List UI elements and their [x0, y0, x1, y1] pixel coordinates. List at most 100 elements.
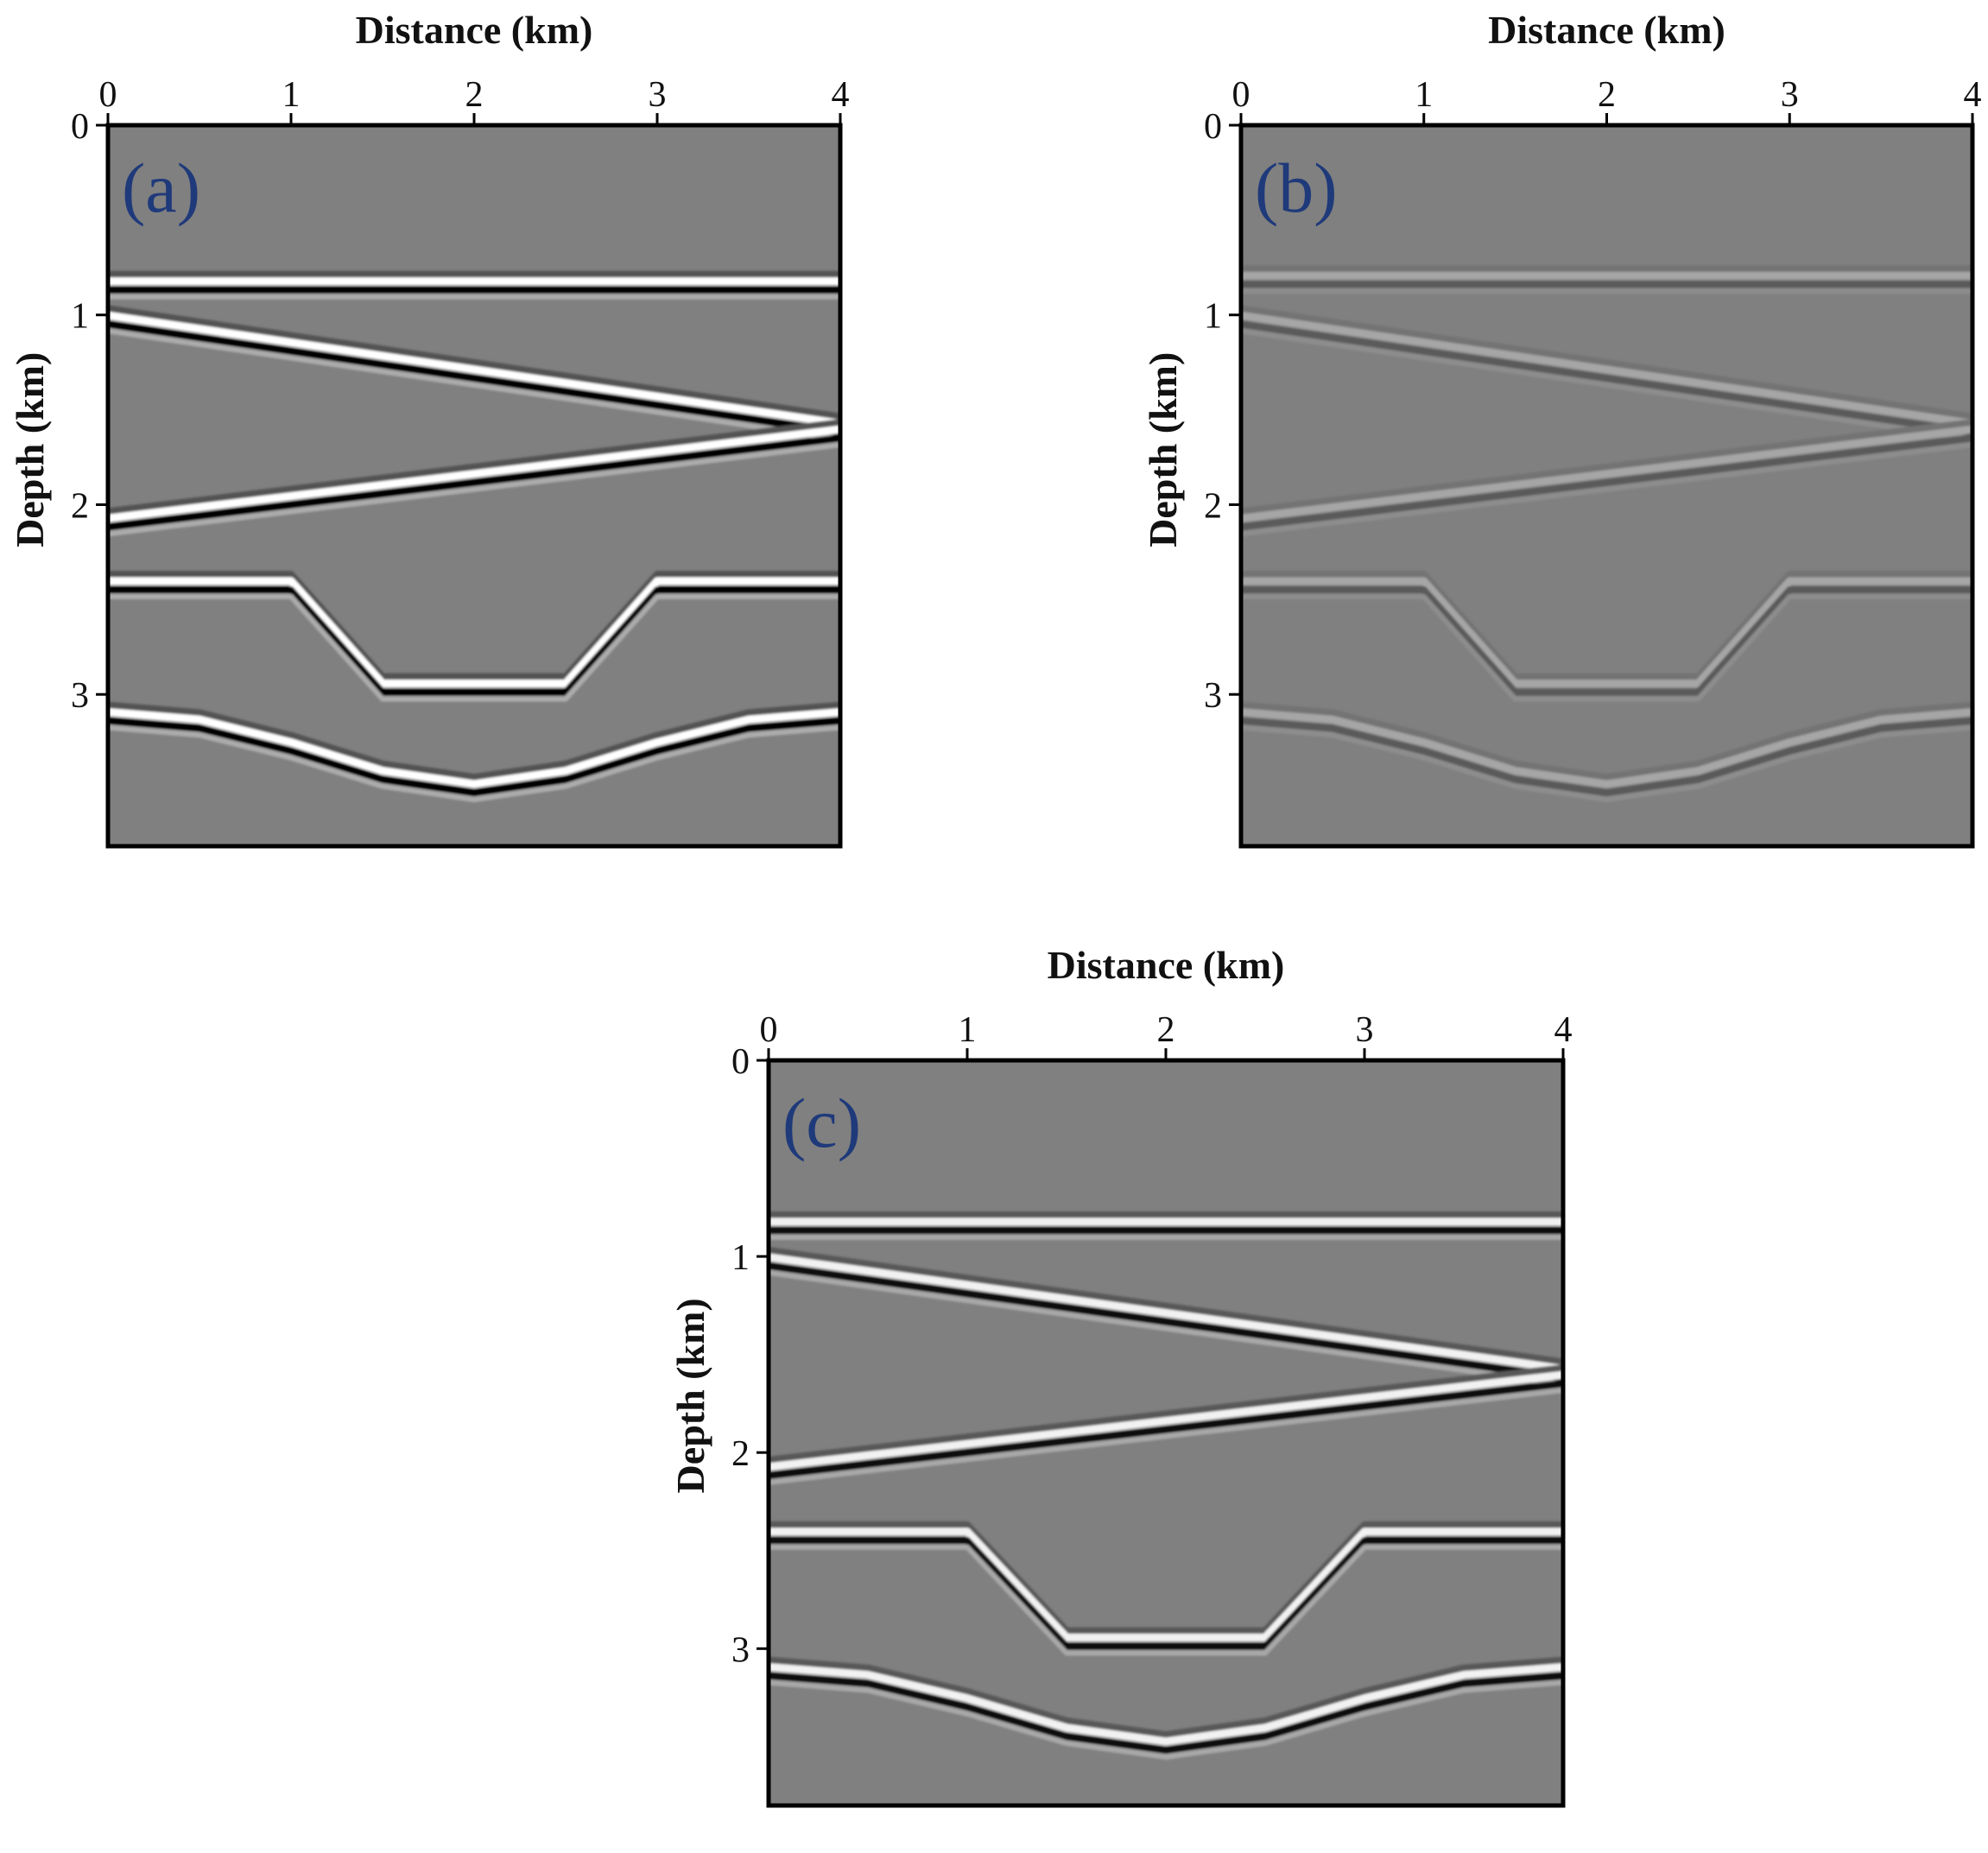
- reflector-dipping-2: [108, 419, 840, 537]
- reflector-wavelet-lobe: [769, 1536, 1563, 1650]
- x-axis-title: Distance (km): [1048, 943, 1285, 987]
- reflector-group: [769, 1211, 1563, 1760]
- reflector-wavelet-lobe: [769, 1672, 1563, 1754]
- panel-label: (a): [122, 149, 200, 227]
- panel-label: (b): [1255, 149, 1338, 227]
- reflector-wavelet-lobe: [1241, 311, 1972, 428]
- reflector-wavelet-lobe: [1241, 320, 1972, 436]
- x-tick-label: 2: [1598, 75, 1616, 115]
- x-tick-label: 1: [1415, 75, 1433, 115]
- reflector-wavelet-lobe: [1241, 305, 1972, 421]
- y-tick-label: 3: [1204, 676, 1222, 716]
- reflector-wavelet-lobe: [108, 419, 840, 515]
- reflector-graben-3: [108, 571, 840, 702]
- reflector-group: [1241, 265, 1972, 803]
- reflector-wavelet-lobe: [1241, 586, 1972, 696]
- x-tick-label: 3: [1356, 1010, 1374, 1050]
- reflector-syncline-4: [769, 1656, 1563, 1760]
- reflector-wavelet-lobe: [108, 311, 840, 428]
- reflector-wavelet-lobe: [1241, 708, 1972, 788]
- x-tick-label: 1: [282, 75, 301, 115]
- y-axis-title: Depth (km): [8, 352, 52, 547]
- reflector-flat-0: [769, 1211, 1563, 1240]
- reflector-dipping-1: [769, 1246, 1563, 1388]
- reflector-wavelet-lobe: [108, 717, 840, 797]
- panel-a: 0 1 2 3 4 0 1 2 3 Distance (km) Depth (km) (a): [8, 8, 850, 849]
- panel-label: (c): [782, 1084, 861, 1162]
- y-tick-label: 1: [731, 1238, 750, 1278]
- reflector-wavelet-lobe: [108, 305, 840, 421]
- x-tick-label: 1: [959, 1010, 977, 1050]
- reflector-wavelet-lobe: [769, 1663, 1563, 1746]
- reflector-wavelet-lobe: [769, 1253, 1563, 1373]
- reflector-dipping-2: [1241, 419, 1972, 537]
- y-tick-label: 1: [71, 297, 89, 337]
- x-tick-label: 3: [1781, 75, 1799, 115]
- reflector-wavelet-lobe: [1241, 328, 1972, 442]
- reflector-wavelet-lobe: [1241, 425, 1972, 522]
- y-axis-title: Depth (km): [668, 1298, 712, 1493]
- y-tick-label: 0: [731, 1042, 750, 1082]
- reflector-dipping-1: [1241, 305, 1972, 442]
- reflector-wavelet-lobe: [769, 1246, 1563, 1366]
- x-tick-label: 0: [760, 1010, 778, 1050]
- y-tick-label: 2: [71, 486, 89, 526]
- x-axis-title: Distance (km): [1488, 8, 1725, 52]
- reflector-wavelet-lobe: [1241, 724, 1972, 803]
- reflector-wavelet-lobe: [108, 701, 840, 781]
- reflector-flat-0: [1241, 265, 1972, 294]
- y-tick-label: 2: [1204, 486, 1222, 526]
- reflector-wavelet-lobe: [769, 1380, 1563, 1479]
- y-tick-label: 0: [1204, 107, 1222, 147]
- reflector-graben-3: [1241, 571, 1972, 702]
- reflector-wavelet-lobe: [108, 571, 840, 680]
- reflector-wavelet-lobe: [108, 434, 840, 531]
- reflector-wavelet-lobe: [1241, 577, 1972, 688]
- reflector-wavelet-lobe: [769, 1656, 1563, 1738]
- x-tick-label: 4: [832, 75, 850, 115]
- reflector-wavelet-lobe: [108, 594, 840, 702]
- panel-c: 0 1 2 3 4 0 1 2 3 Distance (km) Depth (km) (c): [668, 943, 1573, 1808]
- reflector-syncline-4: [1241, 701, 1972, 803]
- reflector-dipping-2: [769, 1364, 1563, 1485]
- reflector-wavelet-lobe: [108, 577, 840, 688]
- reflector-wavelet-lobe: [1241, 571, 1972, 680]
- x-tick-label: 4: [1554, 1010, 1573, 1050]
- reflector-wavelet-lobe: [108, 425, 840, 522]
- reflector-wavelet-lobe: [1241, 419, 1972, 515]
- reflector-flat-0: [108, 270, 840, 300]
- reflector-wavelet-lobe: [769, 1521, 1563, 1635]
- reflector-wavelet-lobe: [108, 320, 840, 436]
- y-tick-label: 3: [71, 676, 89, 716]
- reflector-wavelet-lobe: [769, 1370, 1563, 1471]
- reflector-wavelet-lobe: [1241, 594, 1972, 702]
- y-tick-label: 2: [731, 1434, 750, 1474]
- panel-b: 0 1 2 3 4 0 1 2 3 Distance (km) Depth (km) (b): [1141, 8, 1982, 849]
- y-axis-title: Depth (km): [1141, 352, 1185, 547]
- x-tick-label: 2: [465, 75, 484, 115]
- reflector-wavelet-lobe: [1241, 701, 1972, 781]
- reflector-wavelet-lobe: [1241, 442, 1972, 537]
- reflector-graben-3: [769, 1521, 1563, 1656]
- reflector-wavelet-lobe: [108, 708, 840, 788]
- x-tick-label: 4: [1964, 75, 1982, 115]
- x-tick-label: 3: [649, 75, 667, 115]
- reflector-wavelet-lobe: [769, 1364, 1563, 1464]
- reflector-wavelet-lobe: [108, 724, 840, 803]
- reflector-wavelet-lobe: [769, 1679, 1563, 1760]
- y-tick-label: 0: [71, 107, 89, 147]
- reflector-wavelet-lobe: [769, 1388, 1563, 1485]
- reflector-syncline-4: [108, 701, 840, 803]
- reflector-wavelet-lobe: [769, 1262, 1563, 1382]
- reflector-group: [108, 270, 840, 803]
- reflector-wavelet-lobe: [769, 1544, 1563, 1656]
- reflector-wavelet-lobe: [769, 1269, 1563, 1388]
- y-tick-label: 1: [1204, 297, 1222, 337]
- reflector-wavelet-lobe: [108, 442, 840, 537]
- x-tick-label: 0: [99, 75, 117, 115]
- reflector-wavelet-lobe: [1241, 717, 1972, 797]
- x-axis-title: Distance (km): [356, 8, 593, 52]
- reflector-wavelet-lobe: [108, 586, 840, 696]
- reflector-wavelet-lobe: [108, 328, 840, 442]
